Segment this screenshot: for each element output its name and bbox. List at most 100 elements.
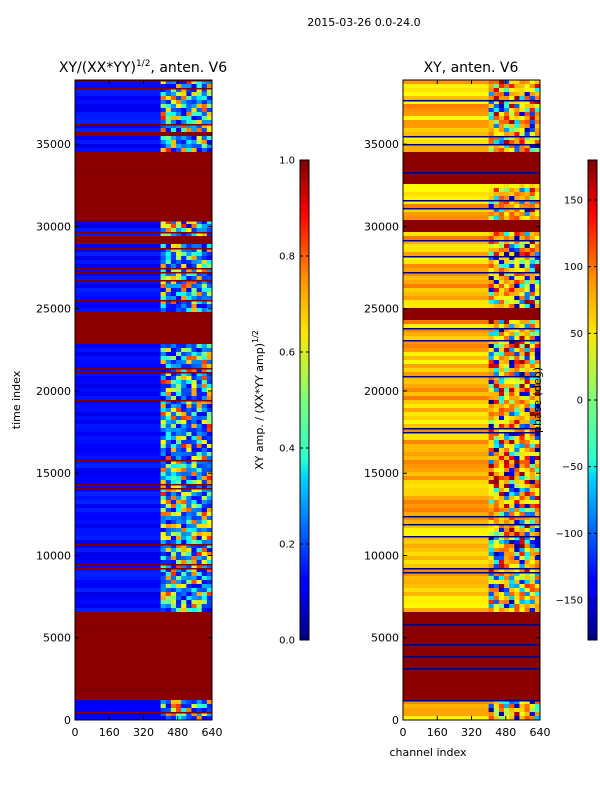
heatmap-cell (493, 460, 500, 465)
heatmap-cell (165, 256, 172, 261)
heatmap-cell (165, 80, 172, 85)
heatmap-cell (504, 400, 510, 405)
heatmap-cell (519, 492, 526, 497)
heatmap-cell (498, 392, 505, 397)
heatmap-cell (493, 200, 500, 205)
heatmap-row (75, 280, 212, 285)
heatmap-row (403, 156, 540, 161)
heatmap-cell (186, 448, 192, 453)
colorbar-tick-label: 50 (570, 329, 583, 340)
heatmap-row (403, 132, 540, 137)
heatmap-cell (498, 320, 505, 325)
heatmap-cell (514, 360, 520, 365)
heatmap-cell (186, 128, 192, 133)
heatmap-cell (196, 380, 203, 385)
heatmap-cell (191, 284, 198, 289)
heatmap-cell (191, 412, 198, 417)
heatmap-cell (519, 324, 526, 329)
heatmap-cell (181, 712, 187, 717)
flag-line (403, 208, 540, 210)
heatmap-cell (201, 416, 208, 421)
heatmap-cell (206, 120, 212, 125)
heatmap-row (75, 456, 212, 461)
heatmap-cell (493, 112, 500, 117)
heatmap-cell (196, 492, 203, 497)
heatmap-cell (529, 184, 536, 189)
heatmap-cell (514, 184, 520, 189)
heatmap-row (75, 444, 212, 449)
heatmap-cell (196, 520, 203, 525)
heatmap-cell (509, 128, 515, 133)
heatmap-cell (504, 552, 510, 557)
heatmap-cell (524, 348, 531, 353)
flag-line (403, 136, 540, 138)
heatmap-cell (498, 424, 505, 429)
heatmap-cell (176, 140, 182, 145)
heatmap-cell (509, 472, 515, 477)
heatmap-cell (206, 272, 212, 277)
heatmap-cell (196, 488, 203, 493)
heatmap-cell (519, 708, 526, 713)
heatmap-cell (160, 84, 167, 89)
heatmap-cell (514, 240, 520, 245)
heatmap-cell (514, 140, 520, 145)
heatmap-cell (504, 188, 510, 193)
heatmap-cell (493, 592, 500, 597)
heatmap-cell (514, 268, 520, 273)
heatmap-cell (191, 548, 198, 553)
heatmap-cell (534, 204, 540, 209)
heatmap-cell (181, 556, 187, 561)
heatmap-cell (160, 384, 167, 389)
heatmap-cell (191, 392, 198, 397)
heatmap-cell (160, 116, 167, 121)
heatmap-cell (529, 136, 536, 141)
heatmap-cell (509, 112, 515, 117)
heatmap-cell (514, 280, 520, 285)
heatmap-row (403, 416, 540, 421)
heatmap-cell (186, 464, 192, 469)
heatmap-cell (519, 500, 526, 505)
heatmap-cell (509, 408, 515, 413)
heatmap-cell (191, 456, 198, 461)
heatmap-cell (181, 128, 187, 133)
heatmap-cell (504, 352, 510, 357)
heatmap-cell (504, 536, 510, 541)
heatmap-row (75, 424, 212, 429)
heatmap-cell (170, 412, 177, 417)
heatmap-cell (186, 584, 192, 589)
heatmap-cell (534, 396, 540, 401)
heatmap-cell (165, 604, 172, 609)
heatmap-cell (514, 372, 520, 377)
heatmap-cell (504, 424, 510, 429)
heatmap-cell (181, 244, 187, 249)
heatmap-cell (493, 500, 500, 505)
heatmap-row (75, 156, 212, 161)
heatmap-cell (170, 384, 177, 389)
heatmap-row (403, 504, 540, 509)
heatmap-cell (529, 248, 536, 253)
heatmap-cell (504, 324, 510, 329)
heatmap-cell (170, 508, 177, 513)
heatmap-cell (534, 252, 540, 257)
heatmap-cell (488, 392, 495, 397)
flag-line (403, 516, 540, 518)
colorbar-tick-label: 0.8 (279, 252, 295, 263)
heatmap-cell (529, 400, 536, 405)
heatmap-cell (524, 204, 531, 209)
heatmap-cell (206, 512, 212, 517)
heatmap-cell (498, 440, 505, 445)
heatmap-cell (201, 564, 208, 569)
heatmap-cell (534, 476, 540, 481)
heatmap-cell (165, 452, 172, 457)
heatmap-cell (186, 380, 192, 385)
heatmap-cell (165, 248, 172, 253)
heatmap-cell (191, 700, 198, 705)
heatmap-row (403, 516, 540, 521)
heatmap-row (75, 552, 212, 557)
heatmap-cell (529, 120, 536, 125)
heatmap-cell (524, 300, 531, 305)
heatmap-cell (181, 120, 187, 125)
heatmap-cell (534, 284, 540, 289)
heatmap-cell (196, 588, 203, 593)
heatmap-cell (186, 432, 192, 437)
